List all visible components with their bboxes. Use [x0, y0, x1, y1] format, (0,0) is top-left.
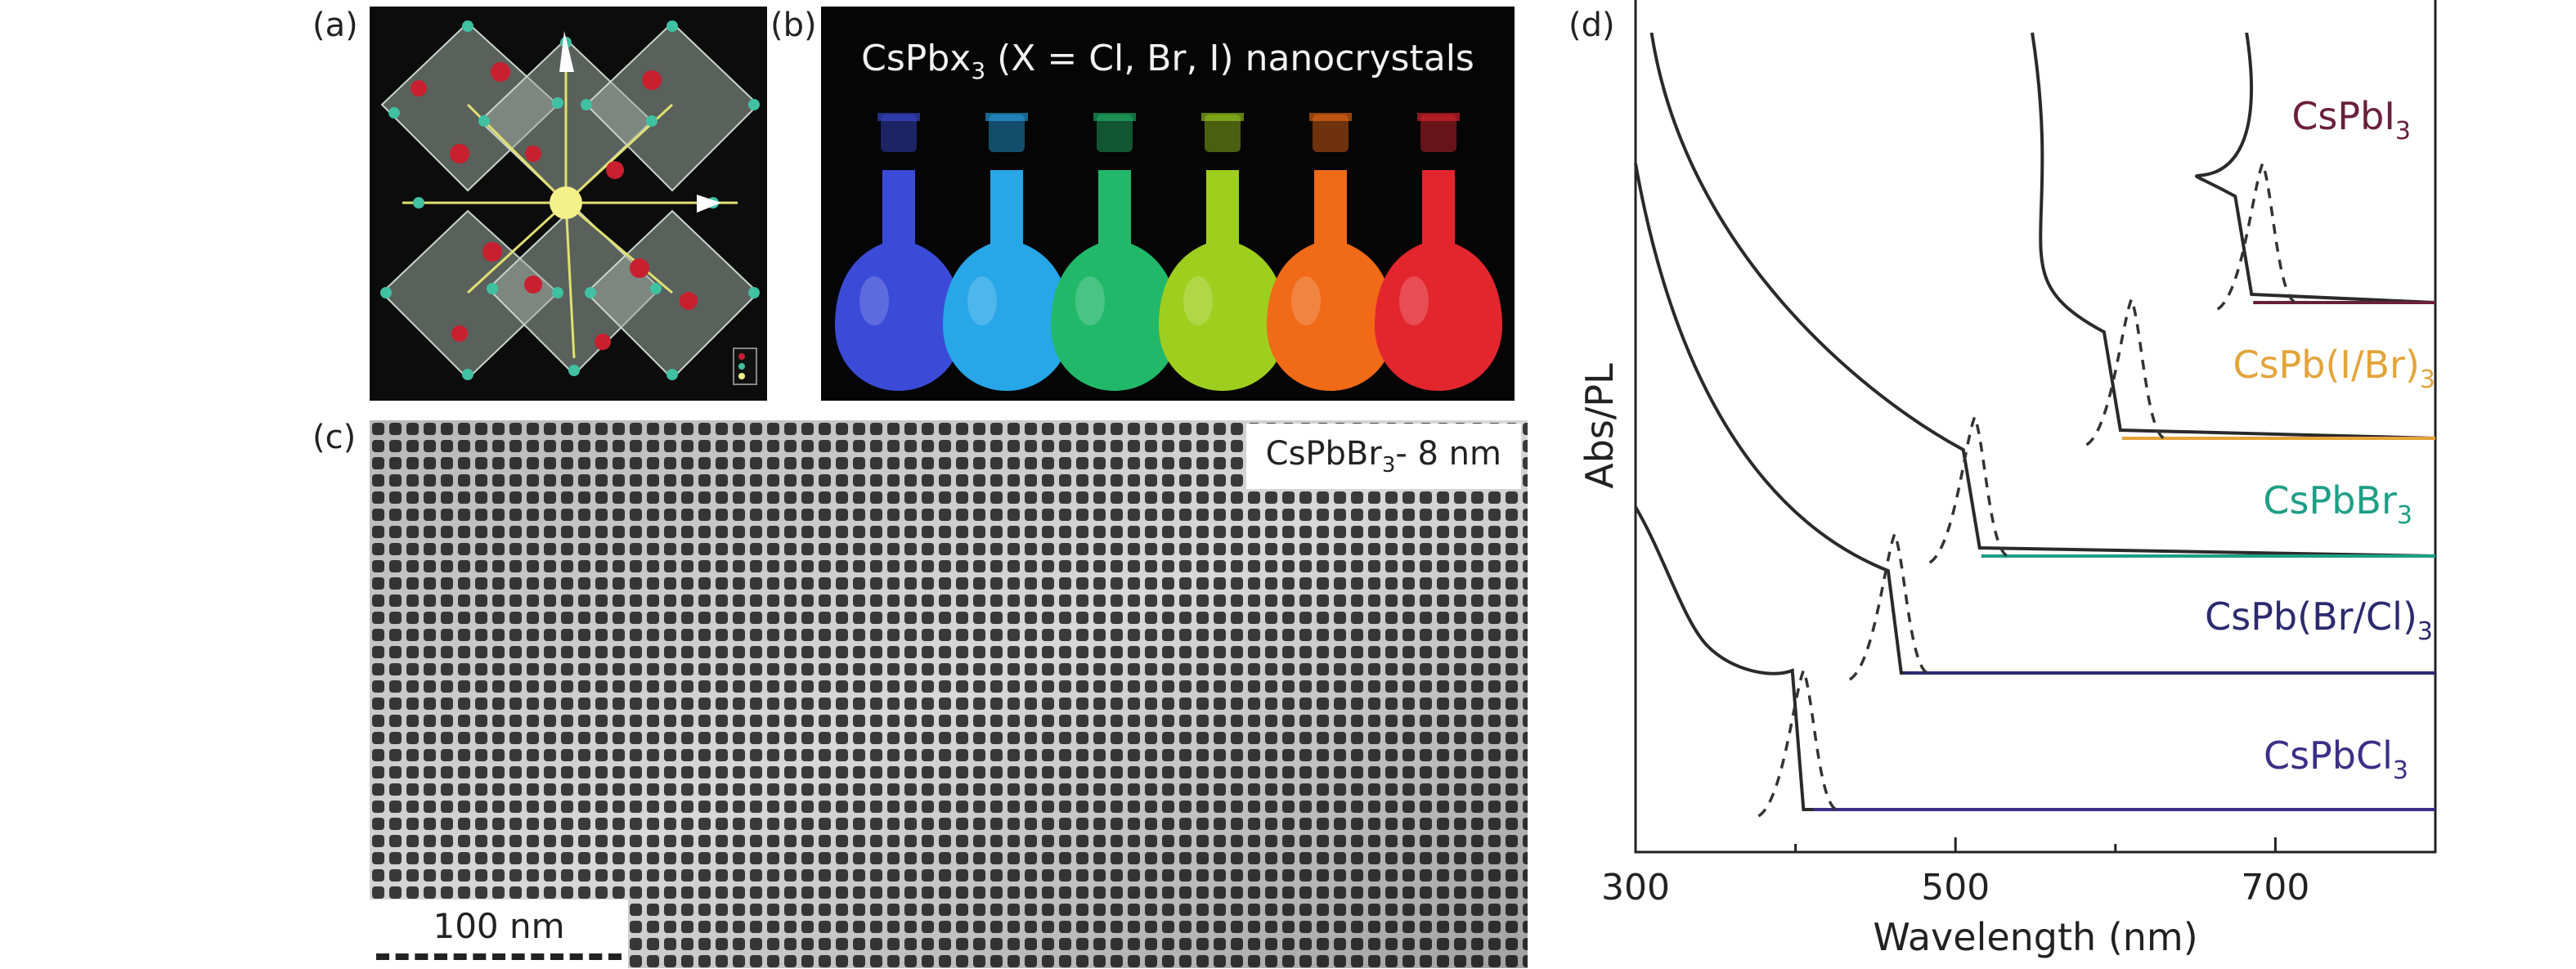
series-3: [1649, 32, 2436, 564]
absorption-curve: [1649, 32, 2436, 558]
flasks-title: CsPbx3 (X = Cl, Br, I) nanocrystals: [861, 38, 1474, 84]
x-axis-label: Wavelength (nm): [1873, 915, 2197, 959]
absorption-curve: [2195, 32, 2436, 304]
pl-peak: [1757, 666, 1838, 818]
series-label: CsPbI3: [2291, 94, 2411, 146]
plot-frame: [1634, 0, 2437, 854]
absorption-curve: [2031, 32, 2436, 440]
flask-4: [1159, 113, 1286, 391]
scale-bar-label: 100 nm: [433, 906, 565, 946]
tem-image-panel: CsPbBr3- 8 nm 100 nm: [370, 420, 1528, 968]
flask-1: [835, 113, 963, 391]
series-1: [1634, 505, 2435, 818]
flask-2: [943, 113, 1070, 391]
scale-bar: 100 nm: [370, 899, 628, 968]
series-5: [2195, 32, 2436, 311]
y-axis-label: Abs/PL: [1577, 363, 1622, 489]
flask-3: [1051, 113, 1178, 391]
nanocrystal-flasks-panel: CsPbx3 (X = Cl, Br, I) nanocrystals: [821, 7, 1515, 401]
crystal-structure-illustration: [380, 20, 760, 385]
scale-bar-line: [376, 953, 622, 960]
panel-label-c: (c): [312, 419, 357, 456]
flask-row: [835, 113, 1502, 391]
spectra-chart-panel: 300 500 700 Wavelength (nm) Abs/PL CsPbCl3…: [1554, 0, 2576, 969]
tem-image: [370, 420, 1528, 968]
series-2: [1634, 163, 2435, 681]
pl-peak: [1928, 413, 2008, 564]
series-label: CsPb(Br/Cl)3: [2205, 594, 2433, 646]
x-tick-label: 500: [1921, 867, 1990, 908]
x-tick-label: 700: [2241, 867, 2309, 908]
panel-label-a: (a): [312, 7, 358, 44]
sample-label: CsPbBr3- 8 nm: [1245, 424, 1521, 489]
panel-label-b: (b): [770, 7, 817, 44]
pl-peak: [2085, 295, 2165, 446]
pl-peak: [1848, 530, 1928, 681]
series-label: CsPb(I/Br)3: [2233, 343, 2435, 394]
series-label: CsPbBr3: [2263, 478, 2412, 530]
spectra-chart: 300 500 700 Wavelength (nm) Abs/PL CsPbCl3…: [1577, 0, 2437, 959]
series-4: [2031, 32, 2436, 446]
absorption-curve: [1634, 163, 2435, 675]
pl-peak: [2216, 159, 2296, 311]
flask-6: [1375, 113, 1502, 391]
crystal-structure-panel: [370, 7, 767, 401]
absorption-curve: [1634, 505, 2435, 811]
flask-5: [1267, 113, 1394, 391]
series-label: CsPbCl3: [2264, 733, 2408, 785]
x-tick-label: 300: [1601, 867, 1670, 908]
panel-label-d: (d): [1568, 7, 1615, 44]
